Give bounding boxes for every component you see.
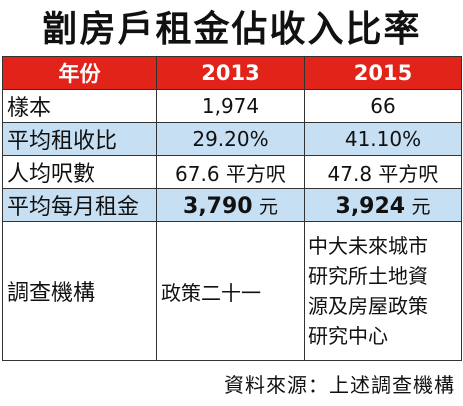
rent-2013-unit: 元 (258, 195, 278, 218)
rent-2015-value: 3,924 (335, 193, 406, 219)
table-row: 人均呎數 67.6 平方呎 47.8 平方呎 (2, 155, 462, 189)
table-header-row: 年份 2013 2015 (2, 56, 462, 90)
area-2015: 47.8 平方呎 (304, 155, 462, 189)
row-label-sample: 樣本 (2, 89, 157, 123)
table-row: 平均租收比 29.20% 41.10% (2, 122, 462, 156)
institution-2015-line: 中大未來城市 (308, 234, 428, 258)
row-label-institution: 調查機構 (2, 221, 157, 361)
sample-2013: 1,974 (156, 89, 305, 123)
header-2013: 2013 (156, 56, 305, 90)
table-row: 調查機構 政策二十一 中大未來城市 研究所土地資 源及房屋政策 研究中心 (2, 221, 462, 361)
institution-2015: 中大未來城市 研究所土地資 源及房屋政策 研究中心 (304, 221, 462, 361)
area-2013: 67.6 平方呎 (156, 155, 305, 189)
ratio-2015: 41.10% (304, 122, 462, 156)
ratio-2013: 29.20% (156, 122, 305, 156)
row-label-rent-income-ratio: 平均租收比 (2, 122, 157, 156)
rent-2015-unit: 元 (411, 195, 431, 218)
header-year: 年份 (2, 56, 157, 90)
institution-2015-line: 源及房屋政策 (308, 294, 428, 318)
institution-2013: 政策二十一 (156, 221, 305, 361)
page-title: 劏房戶租金佔收入比率 (41, 9, 422, 50)
header-2015: 2015 (304, 56, 462, 90)
rent-2013: 3,790 元 (156, 188, 305, 222)
data-table: 年份 2013 2015 樣本 1,974 66 平均租收比 29.20% 41… (2, 56, 462, 361)
source-note: 資料來源：上述調查機構 (224, 372, 455, 397)
sample-2015: 66 (304, 89, 462, 123)
rent-2013-value: 3,790 (183, 193, 253, 219)
row-label-monthly-rent: 平均每月租金 (2, 188, 157, 222)
institution-2015-line: 研究所土地資 (308, 264, 428, 288)
institution-2015-line: 研究中心 (308, 324, 388, 348)
rent-2015: 3,924 元 (304, 188, 462, 222)
table-row: 平均每月租金 3,790 元 3,924 元 (2, 188, 462, 222)
row-label-area-per-person: 人均呎數 (2, 155, 157, 189)
table-row: 樣本 1,974 66 (2, 89, 462, 123)
